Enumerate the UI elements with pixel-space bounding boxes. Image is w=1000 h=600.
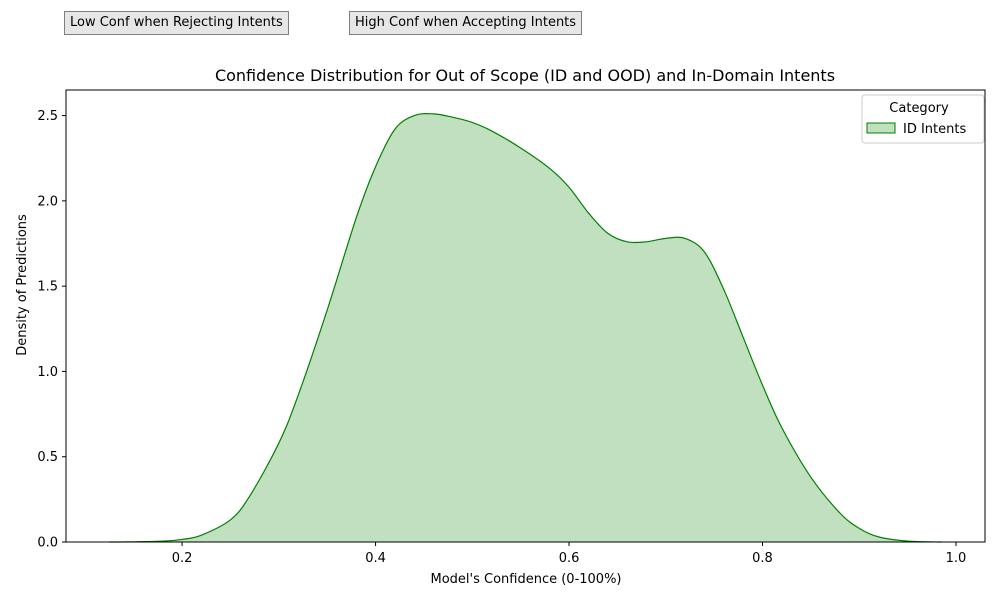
legend: Category ID Intents xyxy=(861,94,985,144)
annotation-high-conf: High Conf when Accepting Intents xyxy=(349,11,583,35)
x-tick-label: 1.0 xyxy=(946,551,967,566)
annotation-low-conf: Low Conf when Rejecting Intents xyxy=(64,11,289,35)
y-tick-label: 2.5 xyxy=(37,109,58,124)
plot-area xyxy=(109,113,942,543)
x-tick-label: 0.2 xyxy=(172,551,193,566)
y-tick-label: 2.0 xyxy=(37,194,58,209)
y-tick-label: 0.5 xyxy=(37,450,58,465)
density-line-0 xyxy=(109,113,942,543)
legend-title: Category xyxy=(889,101,949,116)
y-axis-label: Density of Predictions xyxy=(15,214,30,356)
x-axis: 0.2 0.4 0.6 0.8 1.0 xyxy=(172,542,967,566)
legend-swatch xyxy=(866,122,896,134)
x-tick-label: 0.6 xyxy=(559,551,580,566)
x-axis-label: Model's Confidence (0-100%) xyxy=(430,572,621,587)
x-tick-label: 0.8 xyxy=(752,551,773,566)
y-tick-label: 0.0 xyxy=(37,536,58,551)
legend-label: ID Intents xyxy=(903,122,966,137)
y-tick-label: 1.0 xyxy=(37,365,58,380)
density-area-0 xyxy=(109,113,942,542)
plot-frame xyxy=(65,89,986,543)
y-tick-label: 1.5 xyxy=(37,280,58,295)
x-tick-label: 0.4 xyxy=(365,551,386,566)
chart-title: Confidence Distribution for Out of Scope… xyxy=(215,66,835,85)
y-axis: 0.0 0.5 1.0 1.5 2.0 2.5 xyxy=(37,109,66,551)
